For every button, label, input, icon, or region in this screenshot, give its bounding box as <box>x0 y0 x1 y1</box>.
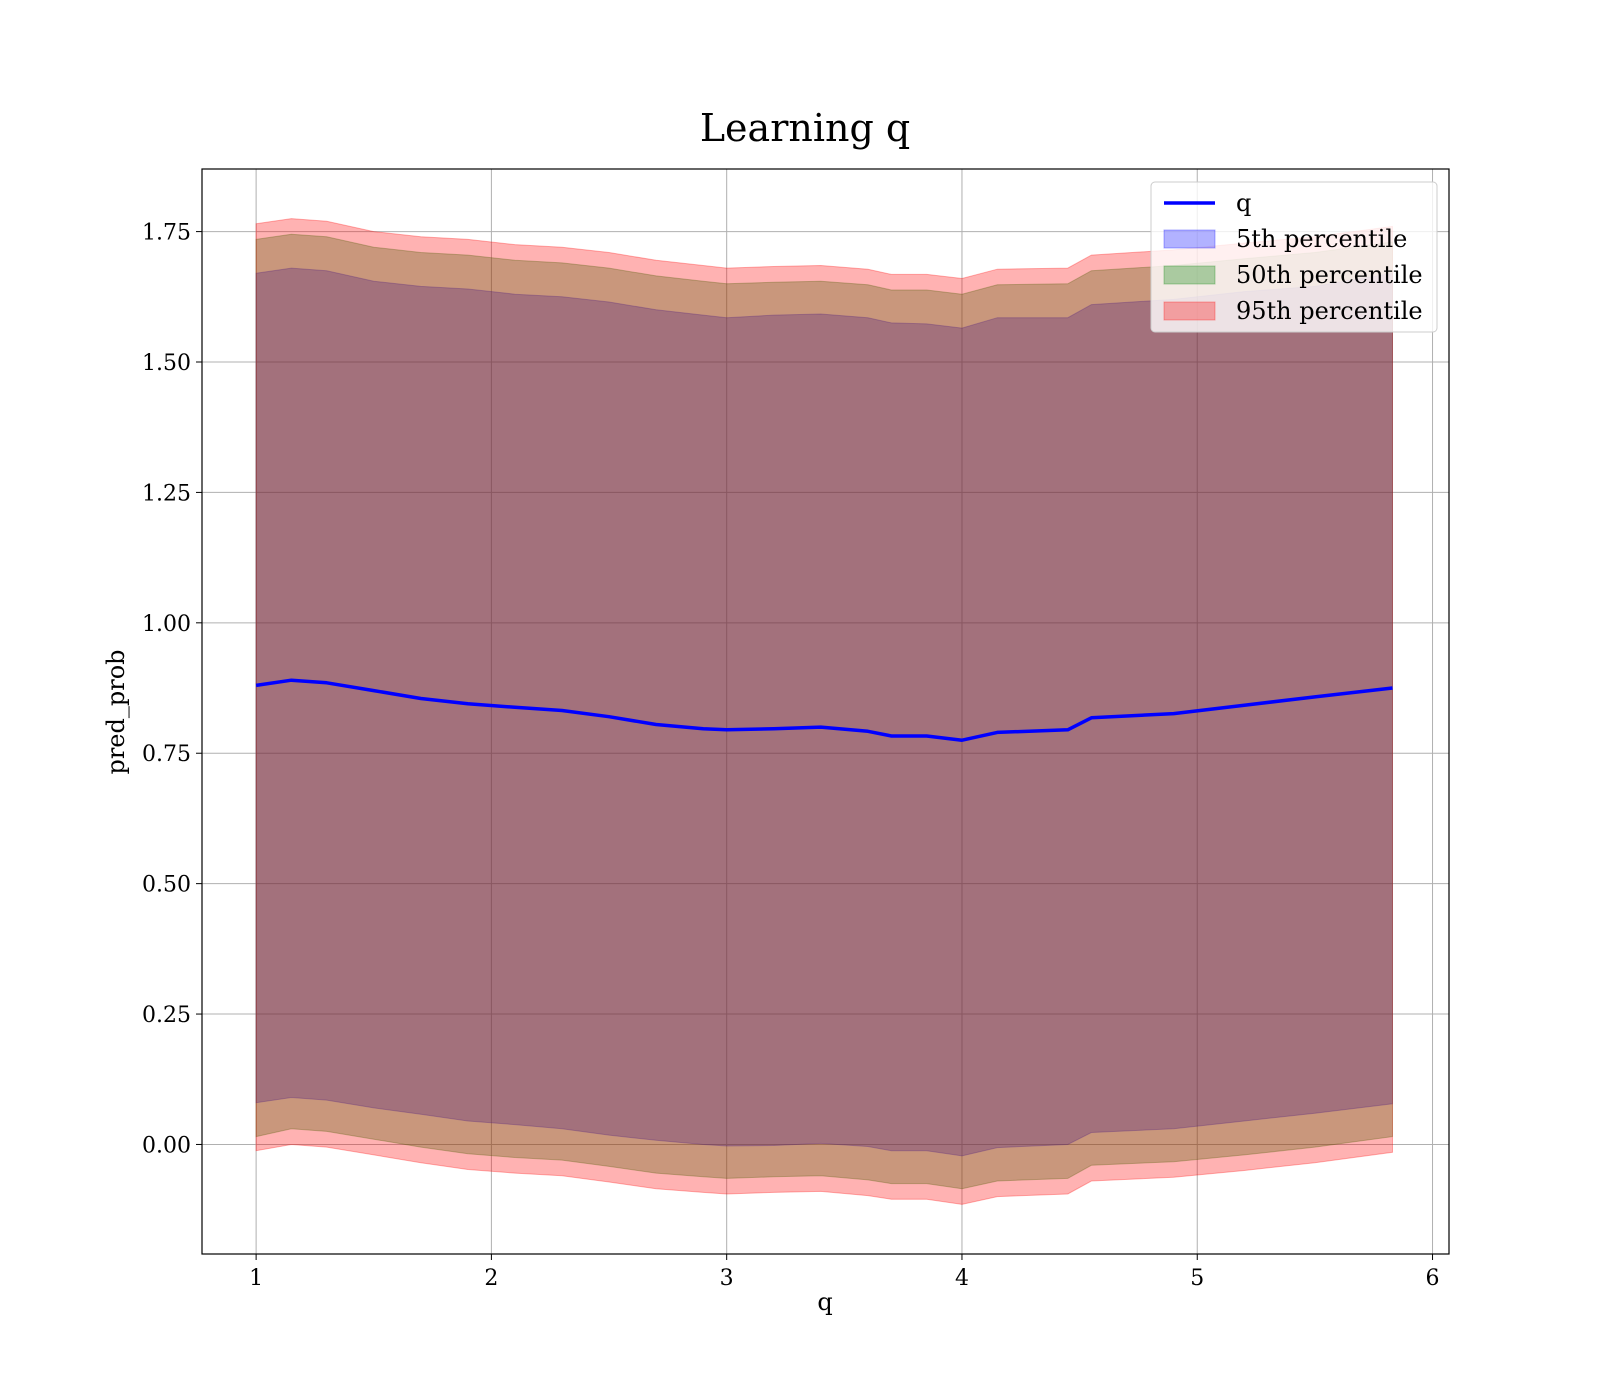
x-axis-label: q <box>817 1288 832 1316</box>
x-tick-label: 6 <box>1426 1266 1440 1291</box>
legend-patch-swatch <box>1163 265 1216 285</box>
plot-frame <box>201 168 1450 1255</box>
x-tick-label: 1 <box>249 1266 263 1291</box>
band-5th-percentile <box>255 267 1393 1157</box>
legend-label: 5th percentile <box>1236 225 1407 253</box>
legend-patch-swatch <box>1163 301 1216 321</box>
y-axis-label: pred_prob <box>102 649 130 774</box>
x-tick-label: 4 <box>955 1266 969 1291</box>
y-tick-label: 1.50 <box>142 351 191 376</box>
legend-patch-swatch <box>1163 229 1216 249</box>
series-lines <box>255 678 1393 742</box>
chart-title: Learning q <box>700 106 910 150</box>
legend-item-95th-percentile: 95th percentile <box>1163 297 1423 325</box>
x-axis-ticks: 1 2 3 4 5 6 <box>249 1254 1440 1291</box>
y-tick-label: 0.00 <box>142 1133 191 1158</box>
legend-label: q <box>1236 189 1251 217</box>
y-tick-label: 1.00 <box>142 612 191 637</box>
y-tick-label: 0.50 <box>142 873 191 898</box>
y-axis-ticks: 0.00 0.25 0.50 0.75 1.00 1.25 1.50 1.75 <box>142 221 202 1158</box>
series-line-q <box>255 678 1393 742</box>
legend-item-5th-percentile: 5th percentile <box>1163 225 1407 253</box>
legend-label: 50th percentile <box>1236 261 1423 289</box>
legend-label: 95th percentile <box>1236 297 1423 325</box>
legend-item-q: q <box>1164 189 1251 217</box>
legend-item-50th-percentile: 50th percentile <box>1163 261 1423 289</box>
y-tick-label: 1.25 <box>142 481 191 506</box>
x-tick-label: 5 <box>1190 1266 1204 1291</box>
band-95th-percentile <box>255 218 1393 1205</box>
band-50th-percentile <box>255 233 1393 1190</box>
y-tick-label: 1.75 <box>142 221 191 246</box>
x-tick-label: 2 <box>484 1266 498 1291</box>
y-tick-label: 0.25 <box>142 1003 191 1028</box>
legend: q 5th percentile 50th percentile 95th perce… <box>1150 181 1438 333</box>
y-tick-label: 0.75 <box>142 742 191 767</box>
legend-box <box>1150 181 1438 333</box>
percentile-bands <box>255 218 1393 1205</box>
x-tick-label: 3 <box>720 1266 734 1291</box>
